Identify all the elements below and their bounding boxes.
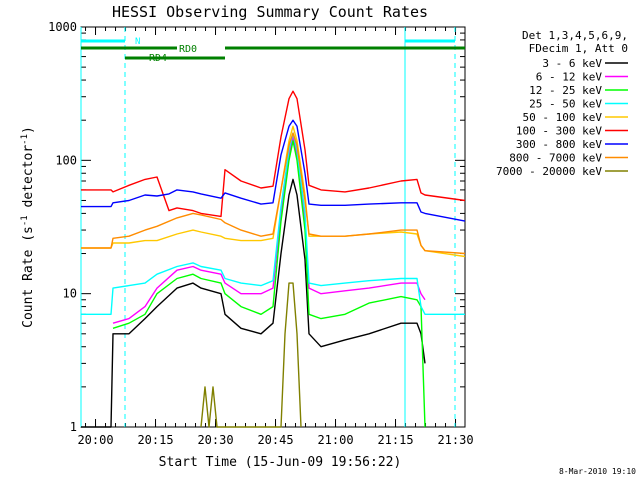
series-line-6 — [81, 119, 466, 222]
series-line-2 — [112, 140, 426, 428]
series-line-4 — [81, 125, 466, 258]
legend-label: 50 - 100 keV — [523, 111, 603, 124]
x-axis-label: Start Time (15-Jun-09 19:56:22) — [159, 455, 402, 470]
night-label: N — [135, 37, 140, 47]
rd4-label: RD4 — [149, 53, 167, 64]
annotation-bands: N RD0 RD4 — [80, 27, 465, 427]
x-tick-label: 21:30 — [437, 433, 473, 447]
legend-label: 12 - 25 keV — [529, 84, 602, 97]
x-tick-label: 20:30 — [197, 433, 233, 447]
y-axis-label-sup2: -1 — [20, 134, 30, 145]
legend-label: 3 - 6 keV — [542, 57, 602, 70]
rd0-label: RD0 — [179, 44, 197, 55]
x-tick-label: 21:00 — [317, 433, 353, 447]
chart-title: HESSI Observing Summary Count Rates — [112, 3, 428, 21]
series-group — [81, 90, 466, 428]
y-axis-label-end: ) — [21, 126, 36, 134]
legend-label: 25 - 50 keV — [529, 98, 602, 111]
y-axis-label-mid: detector — [21, 145, 36, 216]
series-line-5 — [81, 90, 466, 218]
x-tick-label: 20:15 — [137, 433, 173, 447]
series-line-7 — [81, 132, 466, 255]
series-line-1 — [112, 136, 426, 324]
x-tick-label: 21:15 — [377, 433, 413, 447]
plot-frame — [80, 26, 466, 428]
legend-label: 6 - 12 keV — [536, 71, 603, 84]
series-line-8 — [200, 282, 302, 428]
y-tick-label: 1000 — [48, 20, 77, 34]
y-tick-label: 10 — [63, 287, 77, 301]
legend-label: 800 - 7000 keV — [509, 152, 602, 165]
series-line-0 — [81, 178, 426, 428]
legend-label: 300 - 800 keV — [516, 138, 602, 151]
y-tick-label: 1 — [70, 420, 77, 434]
legend-header-line-1: Det 1,3,4,5,6,9, — [522, 29, 628, 42]
legend-label: 7000 - 20000 keV — [496, 165, 602, 178]
legend-header-line-2: FDecim 1, Att 0 — [529, 42, 628, 55]
legend-label: 100 - 300 keV — [516, 125, 602, 138]
footer-date: 8-Mar-2010 19:10 — [559, 467, 636, 476]
y-axis-label-sup1: -1 — [20, 215, 30, 226]
y-tick-label: 100 — [55, 153, 77, 167]
x-tick-label: 20:00 — [77, 433, 113, 447]
series-line-3 — [81, 132, 465, 315]
axes-group: 1 10 100 1000 20:00 20:15 20:30 20:45 21:00 21:15… — [48, 20, 473, 447]
y-axis-label-main: Count Rate (s — [21, 226, 36, 328]
y-axis-label: Count Rate (s-1 detector-1) — [20, 126, 36, 328]
x-tick-label: 20:45 — [257, 433, 293, 447]
